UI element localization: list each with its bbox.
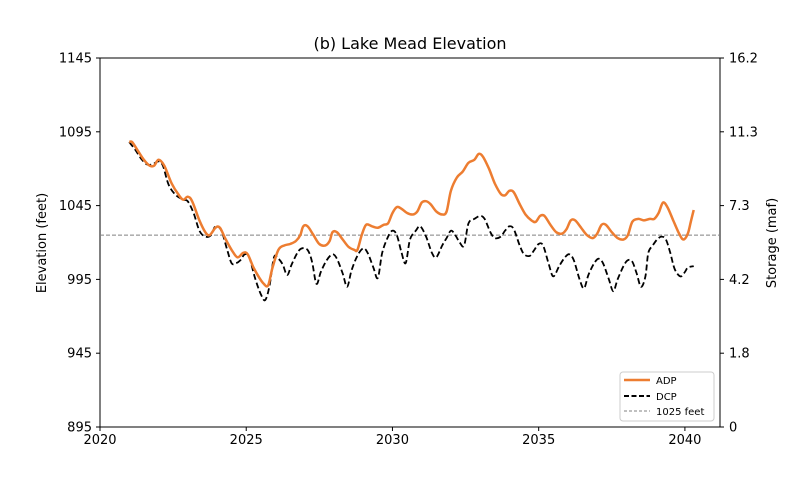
y2-tick-label: 0: [729, 421, 737, 436]
y-tick-label: 1045: [59, 199, 92, 214]
y-axis-label: Elevation (feet): [35, 193, 50, 293]
legend-label-adp: ADP: [656, 376, 677, 387]
legend-box: [619, 371, 715, 422]
y2-tick-label: 1.8: [729, 347, 750, 362]
y-tick-label: 945: [67, 347, 92, 362]
y2-tick-label: 7.3: [729, 199, 750, 214]
series-line-adp: [128, 140, 695, 288]
y-tick-label: 895: [67, 421, 92, 436]
x-tick-label: 2035: [522, 433, 555, 448]
x-tick-label: 2030: [376, 433, 409, 448]
y-axis-right: 0 1.8 4.2 7.3 11.3 16.2: [720, 52, 758, 436]
y2-tick-label: 4.2: [729, 273, 750, 288]
x-tick-label: 2040: [668, 433, 701, 448]
y2-tick-label: 11.3: [729, 125, 758, 140]
y2-tick-label: 16.2: [729, 52, 758, 67]
y-tick-label: 1145: [59, 52, 92, 67]
legend-label-dcp: DCP: [656, 392, 677, 403]
x-tick-label: 2025: [230, 433, 263, 448]
x-axis: 2020 2025 2030 2035 2040: [83, 427, 701, 448]
legend-label-1025-feet: 1025 feet: [656, 407, 704, 418]
y-tick-label: 1095: [59, 125, 92, 140]
y2-axis-label: Storage (maf): [765, 198, 780, 288]
y-tick-label: 995: [67, 273, 92, 288]
legend: ADP DCP 1025 feet: [619, 371, 715, 422]
x-tick-label: 2020: [83, 433, 116, 448]
plot-frame: [99, 57, 721, 428]
series-line-dcp: [128, 141, 694, 302]
y-axis-left: 895 945 995 1045 1095 1145: [59, 52, 100, 436]
chart-title: (b) Lake Mead Elevation: [313, 34, 506, 53]
plot-area: [99, 57, 721, 428]
